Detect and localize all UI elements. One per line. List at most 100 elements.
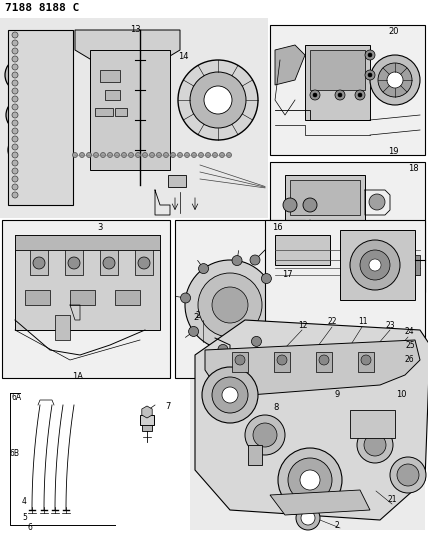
- Circle shape: [358, 93, 362, 97]
- Circle shape: [335, 90, 345, 100]
- Circle shape: [11, 64, 33, 86]
- Bar: [168, 175, 186, 187]
- Circle shape: [68, 257, 80, 269]
- Bar: [176, 221, 304, 377]
- Circle shape: [86, 152, 92, 157]
- Circle shape: [178, 60, 258, 140]
- Bar: [100, 250, 118, 275]
- Circle shape: [220, 152, 225, 157]
- Circle shape: [33, 120, 43, 130]
- Circle shape: [32, 79, 44, 91]
- Circle shape: [185, 260, 275, 350]
- Text: 7: 7: [165, 402, 170, 411]
- Circle shape: [12, 40, 18, 46]
- Circle shape: [178, 152, 182, 157]
- Polygon shape: [75, 30, 180, 65]
- Circle shape: [33, 257, 45, 269]
- Circle shape: [189, 326, 199, 336]
- Circle shape: [268, 338, 312, 382]
- Text: 4: 4: [22, 497, 27, 506]
- Bar: [270, 25, 425, 155]
- Text: 6: 6: [28, 523, 33, 532]
- Circle shape: [284, 354, 296, 366]
- Circle shape: [250, 255, 260, 265]
- Text: 26: 26: [405, 356, 415, 365]
- Bar: [105, 90, 120, 100]
- Circle shape: [12, 56, 18, 62]
- Text: 19: 19: [388, 147, 398, 156]
- Circle shape: [12, 160, 18, 166]
- Circle shape: [338, 93, 342, 97]
- Bar: [358, 352, 374, 372]
- Circle shape: [8, 136, 36, 164]
- Circle shape: [199, 152, 203, 157]
- Circle shape: [184, 152, 190, 157]
- Bar: [175, 220, 305, 378]
- Circle shape: [232, 255, 242, 265]
- Bar: [15, 235, 160, 250]
- Circle shape: [252, 336, 262, 346]
- Bar: [55, 315, 70, 340]
- Text: 3: 3: [97, 223, 103, 232]
- Circle shape: [170, 152, 175, 157]
- Circle shape: [12, 120, 18, 126]
- Circle shape: [28, 75, 48, 95]
- Bar: [340, 230, 415, 300]
- Circle shape: [12, 112, 18, 118]
- Text: 24: 24: [405, 327, 415, 336]
- Circle shape: [204, 86, 232, 114]
- Bar: [8, 30, 73, 205]
- Text: 2: 2: [193, 313, 198, 322]
- Bar: [30, 250, 48, 275]
- Bar: [355, 355, 405, 390]
- Circle shape: [103, 257, 115, 269]
- Bar: [310, 50, 365, 90]
- Bar: [271, 163, 424, 291]
- Circle shape: [202, 367, 258, 423]
- Bar: [3, 221, 169, 377]
- Circle shape: [301, 511, 315, 525]
- Circle shape: [80, 152, 84, 157]
- Text: 2: 2: [196, 311, 201, 319]
- Polygon shape: [195, 320, 428, 520]
- Circle shape: [12, 88, 18, 94]
- Bar: [0, 18, 268, 218]
- Circle shape: [361, 355, 371, 365]
- Bar: [266, 221, 424, 409]
- Circle shape: [288, 458, 332, 502]
- Circle shape: [191, 152, 196, 157]
- Circle shape: [12, 152, 18, 158]
- Circle shape: [149, 152, 155, 157]
- Bar: [265, 220, 425, 410]
- Circle shape: [12, 144, 18, 150]
- Circle shape: [378, 63, 412, 97]
- Text: 8: 8: [273, 403, 278, 412]
- Bar: [248, 445, 262, 465]
- Text: 14: 14: [178, 52, 188, 61]
- Circle shape: [115, 152, 119, 157]
- Circle shape: [218, 344, 228, 354]
- Bar: [232, 352, 248, 372]
- Text: 13: 13: [130, 25, 140, 34]
- Circle shape: [12, 136, 18, 142]
- Circle shape: [199, 264, 208, 273]
- Circle shape: [12, 96, 18, 102]
- Bar: [2, 220, 170, 378]
- Text: 11: 11: [358, 318, 368, 327]
- Bar: [15, 235, 160, 330]
- Circle shape: [245, 415, 285, 455]
- Text: 16: 16: [272, 223, 282, 232]
- Bar: [115, 108, 127, 116]
- Circle shape: [12, 128, 18, 134]
- Circle shape: [222, 387, 238, 403]
- Bar: [190, 310, 425, 530]
- Bar: [316, 352, 332, 372]
- Circle shape: [357, 427, 393, 463]
- Circle shape: [181, 293, 190, 303]
- Text: 6A: 6A: [12, 393, 22, 402]
- Circle shape: [12, 105, 32, 125]
- Text: 10: 10: [396, 390, 407, 399]
- Circle shape: [397, 464, 419, 486]
- Circle shape: [235, 355, 245, 365]
- Circle shape: [128, 152, 134, 157]
